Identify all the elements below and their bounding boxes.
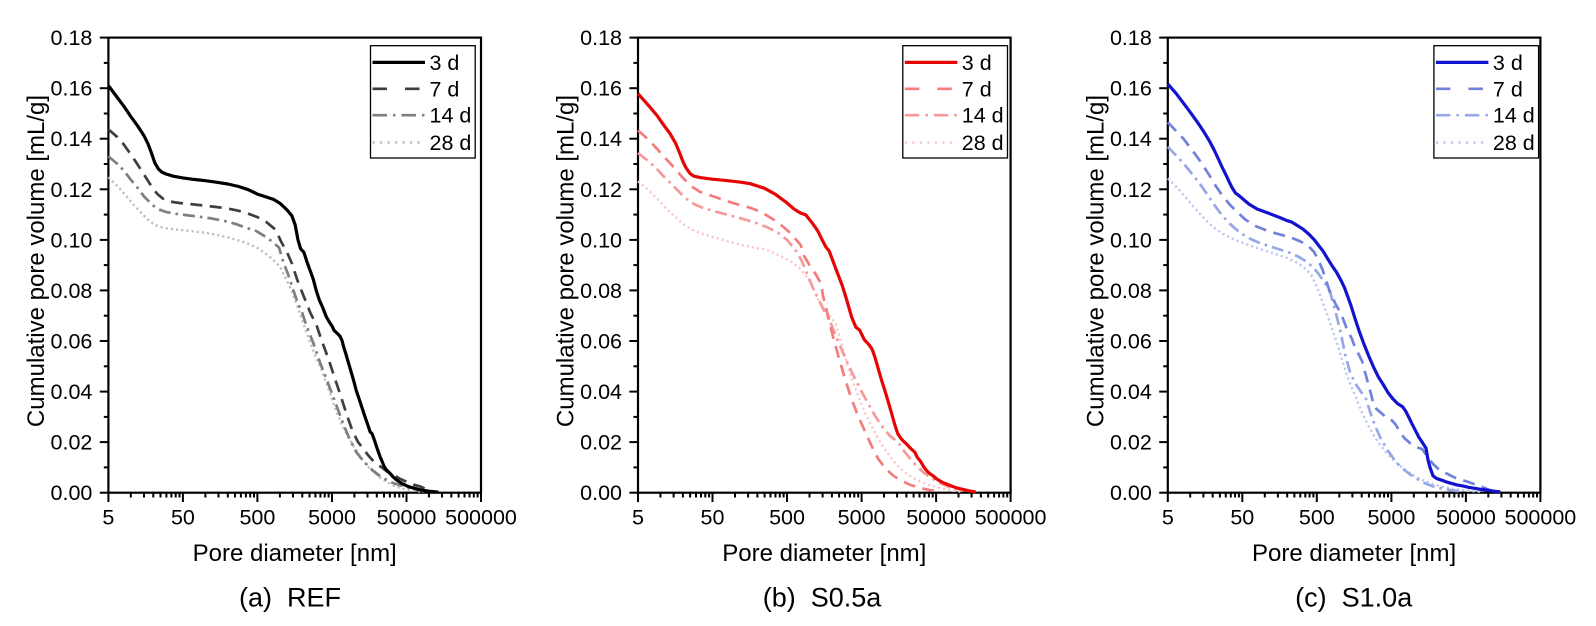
svg-text:500: 500 <box>769 506 805 530</box>
svg-text:Cumulative pore volume [mL/g]: Cumulative pore volume [mL/g] <box>23 95 50 427</box>
svg-text:(b) S0.5a: (b) S0.5a <box>763 583 883 613</box>
svg-text:(a) REF: (a) REF <box>239 583 341 613</box>
svg-text:500000: 500000 <box>1505 506 1577 530</box>
svg-text:0.00: 0.00 <box>580 481 622 505</box>
svg-text:0.06: 0.06 <box>1110 330 1152 354</box>
svg-text:0.16: 0.16 <box>51 77 93 101</box>
svg-text:500000: 500000 <box>445 506 517 530</box>
svg-text:Pore diameter [nm]: Pore diameter [nm] <box>193 540 397 567</box>
svg-text:50000: 50000 <box>906 506 966 530</box>
svg-text:28 d: 28 d <box>962 131 1004 155</box>
svg-text:7 d: 7 d <box>1493 77 1523 101</box>
svg-text:14 d: 14 d <box>962 104 1004 128</box>
svg-text:5: 5 <box>102 506 114 530</box>
svg-text:0.14: 0.14 <box>580 127 622 151</box>
svg-text:3 d: 3 d <box>430 51 460 75</box>
svg-text:0.00: 0.00 <box>51 481 93 505</box>
svg-text:(c) S1.0a: (c) S1.0a <box>1295 583 1413 613</box>
svg-text:50000: 50000 <box>377 506 437 530</box>
svg-text:5: 5 <box>632 506 644 530</box>
svg-text:500000: 500000 <box>975 506 1047 530</box>
svg-text:0.04: 0.04 <box>1110 380 1152 404</box>
svg-text:Pore diameter [nm]: Pore diameter [nm] <box>722 540 926 567</box>
svg-text:0.14: 0.14 <box>1110 127 1152 151</box>
svg-text:50000: 50000 <box>1436 506 1496 530</box>
svg-text:0.02: 0.02 <box>580 431 622 455</box>
svg-text:0.12: 0.12 <box>1110 178 1152 202</box>
svg-text:0.12: 0.12 <box>580 178 622 202</box>
svg-text:0.16: 0.16 <box>1110 77 1152 101</box>
svg-text:5000: 5000 <box>308 506 356 530</box>
svg-text:14 d: 14 d <box>1493 104 1535 128</box>
svg-text:0.18: 0.18 <box>51 26 93 50</box>
svg-text:28 d: 28 d <box>430 131 472 155</box>
svg-text:0.02: 0.02 <box>51 431 93 455</box>
svg-text:500: 500 <box>1299 506 1335 530</box>
svg-text:0.16: 0.16 <box>580 77 622 101</box>
svg-text:7 d: 7 d <box>430 77 460 101</box>
svg-text:0.04: 0.04 <box>51 380 93 404</box>
svg-text:14 d: 14 d <box>430 104 472 128</box>
svg-text:0.10: 0.10 <box>51 228 93 252</box>
svg-text:500: 500 <box>239 506 275 530</box>
svg-text:0.14: 0.14 <box>51 127 93 151</box>
svg-text:50: 50 <box>171 506 195 530</box>
svg-text:0.10: 0.10 <box>1110 228 1152 252</box>
svg-text:0.10: 0.10 <box>580 228 622 252</box>
svg-text:0.06: 0.06 <box>580 330 622 354</box>
svg-text:3 d: 3 d <box>962 51 992 75</box>
svg-text:0.08: 0.08 <box>51 279 93 303</box>
svg-text:28 d: 28 d <box>1493 131 1535 155</box>
svg-text:5: 5 <box>1162 506 1174 530</box>
svg-text:0.08: 0.08 <box>1110 279 1152 303</box>
svg-text:Pore diameter [nm]: Pore diameter [nm] <box>1252 540 1456 567</box>
svg-text:Cumulative pore volume [mL/g]: Cumulative pore volume [mL/g] <box>553 95 580 427</box>
svg-text:5000: 5000 <box>838 506 886 530</box>
svg-text:50: 50 <box>1230 506 1254 530</box>
svg-text:0.18: 0.18 <box>1110 26 1152 50</box>
svg-text:Cumulative pore volume [mL/g]: Cumulative pore volume [mL/g] <box>1082 95 1109 427</box>
svg-text:50: 50 <box>701 506 725 530</box>
svg-text:0.04: 0.04 <box>580 380 622 404</box>
svg-text:7 d: 7 d <box>962 77 992 101</box>
svg-text:0.00: 0.00 <box>1110 481 1152 505</box>
svg-text:0.08: 0.08 <box>580 279 622 303</box>
svg-text:5000: 5000 <box>1367 506 1415 530</box>
svg-text:0.12: 0.12 <box>51 178 93 202</box>
svg-text:0.06: 0.06 <box>51 330 93 354</box>
svg-text:3 d: 3 d <box>1493 51 1523 75</box>
svg-text:0.02: 0.02 <box>1110 431 1152 455</box>
svg-text:0.18: 0.18 <box>580 26 622 50</box>
